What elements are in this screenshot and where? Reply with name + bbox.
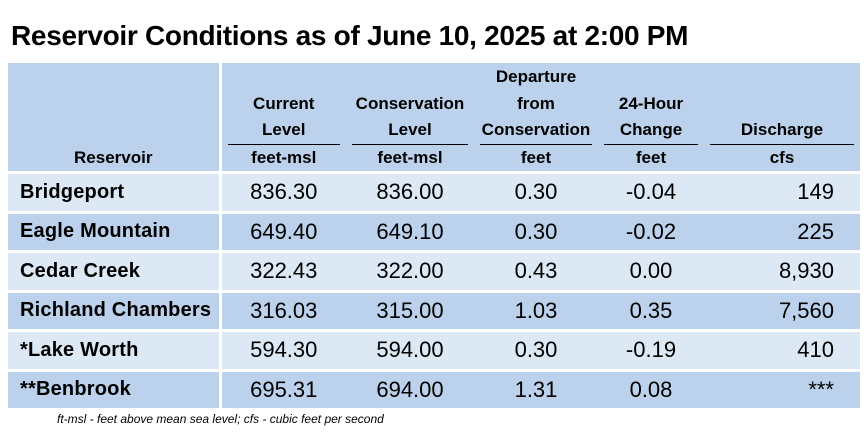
current-level-cell: 695.31 — [220, 368, 346, 408]
change-cell: 0.00 — [598, 250, 704, 291]
table-body: Bridgeport 836.30 836.00 0.30 -0.04 149 … — [8, 171, 860, 408]
departure-cell: 0.43 — [474, 250, 598, 291]
discharge-cell: 8,930 — [704, 250, 860, 291]
conservation-level-cell: 594.00 — [346, 329, 474, 370]
departure-cell: 1.31 — [474, 368, 598, 408]
departure-cell: 0.30 — [474, 171, 598, 212]
column-header-label: Departure — [495, 67, 577, 86]
departure-cell: 0.30 — [474, 329, 598, 370]
reservoir-name: Bridgeport — [8, 171, 222, 212]
current-level-cell: 322.43 — [220, 250, 346, 291]
column-header-current-level: Current Level feet-msl — [220, 63, 346, 173]
table-row: Eagle Mountain 649.40 649.10 0.30 -0.02 … — [8, 210, 860, 252]
header-row: Reservoir Current Level feet-msl Conserv… — [8, 63, 860, 173]
column-header-label: Level — [262, 120, 306, 139]
reservoir-name: **Benbrook — [8, 368, 222, 408]
conservation-level-cell: 649.10 — [346, 210, 474, 252]
departure-cell: 1.03 — [474, 289, 598, 331]
reservoir-name: Cedar Creek — [8, 250, 222, 291]
column-header-label: Change — [619, 120, 683, 139]
change-cell: 0.08 — [598, 368, 704, 408]
reservoir-table: Reservoir Current Level feet-msl Conserv… — [8, 63, 860, 408]
column-header-label: from — [517, 93, 555, 113]
conservation-level-cell: 322.00 — [346, 250, 474, 291]
discharge-cell: 7,560 — [704, 289, 860, 331]
footnote: ft-msl - feet above mean sea level; cfs … — [57, 412, 384, 426]
column-header-label: Reservoir — [74, 147, 153, 167]
column-header-conservation-level: Conservation Level feet-msl — [346, 63, 474, 173]
departure-cell: 0.30 — [474, 210, 598, 252]
discharge-cell: 410 — [704, 329, 860, 370]
column-header-label: Discharge — [740, 120, 824, 139]
table-header: Reservoir Current Level feet-msl Conserv… — [8, 63, 860, 173]
column-header-label: Current — [253, 93, 315, 113]
column-header-departure: Departure from Conservation feet — [474, 63, 598, 173]
column-header-label: 24-Hour — [618, 93, 684, 113]
current-level-cell: 836.30 — [220, 171, 346, 212]
table-row: Bridgeport 836.30 836.00 0.30 -0.04 149 — [8, 171, 860, 212]
column-header-reservoir: Reservoir — [8, 63, 222, 173]
column-header-unit: feet-msl — [227, 143, 340, 172]
change-cell: -0.02 — [598, 210, 704, 252]
column-header-unit: feet — [480, 143, 592, 172]
column-header-label: Conservation — [481, 120, 591, 139]
column-header-label: Conservation — [355, 93, 465, 113]
page-title: Reservoir Conditions as of June 10, 2025… — [11, 20, 689, 51]
table-row: **Benbrook 695.31 694.00 1.31 0.08 *** — [8, 368, 860, 408]
column-header-unit: cfs — [710, 143, 854, 172]
column-header-label: Level — [388, 120, 432, 139]
table-row: *Lake Worth 594.30 594.00 0.30 -0.19 410 — [8, 329, 860, 370]
current-level-cell: 594.30 — [220, 329, 346, 370]
current-level-cell: 649.40 — [220, 210, 346, 252]
discharge-cell: 149 — [704, 171, 860, 212]
table-row: Richland Chambers 316.03 315.00 1.03 0.3… — [8, 289, 860, 331]
discharge-cell: *** — [704, 368, 860, 408]
column-header-unit: feet-msl — [352, 143, 468, 172]
discharge-cell: 225 — [704, 210, 860, 252]
change-cell: -0.04 — [598, 171, 704, 212]
conservation-level-cell: 694.00 — [346, 368, 474, 408]
current-level-cell: 316.03 — [220, 289, 346, 331]
reservoir-name: Richland Chambers — [8, 289, 222, 331]
reservoir-name: Eagle Mountain — [8, 210, 222, 252]
column-header-discharge: Discharge cfs — [704, 63, 860, 173]
conservation-level-cell: 836.00 — [346, 171, 474, 212]
reservoir-name: *Lake Worth — [8, 329, 222, 370]
column-header-unit: feet — [604, 143, 698, 172]
change-cell: 0.35 — [598, 289, 704, 331]
change-cell: -0.19 — [598, 329, 704, 370]
conservation-level-cell: 315.00 — [346, 289, 474, 331]
column-header-24-hour-change: 24-Hour Change feet — [598, 63, 704, 173]
table-row: Cedar Creek 322.43 322.00 0.43 0.00 8,93… — [8, 250, 860, 291]
